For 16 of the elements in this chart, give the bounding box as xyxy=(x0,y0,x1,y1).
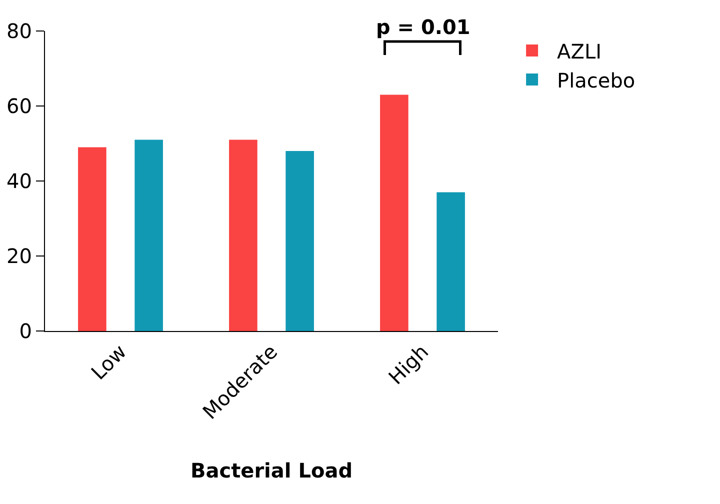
annotation: p = 0.01 xyxy=(376,15,470,39)
bar xyxy=(286,151,314,331)
y-tick-label: 40 xyxy=(6,169,32,193)
y-tick-label: 60 xyxy=(6,94,32,118)
legend-label: Placebo xyxy=(557,68,636,92)
x-tick-label: Low xyxy=(86,340,132,384)
y-tick-label: 20 xyxy=(6,244,32,268)
bar xyxy=(134,140,163,331)
bar xyxy=(229,140,258,331)
y-tick-label: 0 xyxy=(19,319,32,343)
bar xyxy=(380,94,408,331)
bar xyxy=(78,147,106,331)
y-tick-label: 80 xyxy=(6,19,32,43)
x-axis-title: Bacterial Load xyxy=(190,458,353,482)
bar xyxy=(436,192,465,331)
legend-label: AZLI xyxy=(557,39,602,64)
